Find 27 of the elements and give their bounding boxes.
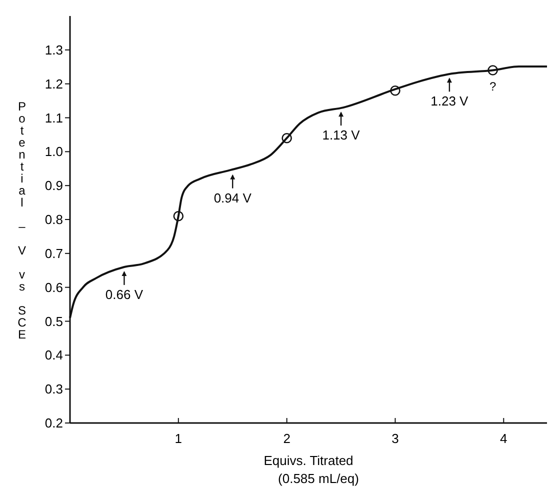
y-tick-label: 0.6: [44, 280, 63, 295]
point: [282, 132, 292, 144]
x-tick-label: 1: [174, 431, 182, 446]
y-tick-label: 0.9: [44, 178, 63, 194]
x-tick-label: 3: [392, 431, 399, 446]
y-tick-label: 0.7: [44, 246, 63, 261]
point: [488, 65, 498, 76]
y-tick-label: 1.1: [44, 110, 63, 126]
x-tick-label: 2: [283, 431, 290, 446]
y-tick-label: 0.4: [44, 348, 63, 363]
y-tick-label: 1.3: [44, 42, 63, 58]
y-tick-label: 0.2: [44, 416, 63, 430]
annotation: ?: [489, 79, 496, 94]
point: [173, 210, 184, 222]
annotation: 1.23 V: [430, 94, 469, 109]
y-tick-label: 1.0: [44, 144, 63, 160]
y-tick-label: 0.8: [44, 212, 63, 227]
y-tick-label: 0.5: [44, 314, 63, 329]
x-axis-title: Equivs. Titrated (0.585 mL/eq): [264, 453, 359, 486]
y-axis-title: Potential – V vs SCE: [15, 100, 29, 340]
y-tick-label: 0.3: [44, 382, 63, 397]
annotation: 0.66 V: [105, 286, 144, 302]
annotation: 1.13 V: [322, 128, 360, 143]
y-tick-label: 1.2: [44, 76, 63, 92]
annotation: 0.94 V: [214, 190, 252, 206]
point: [390, 85, 400, 96]
x-tick-label: 4: [500, 431, 508, 446]
